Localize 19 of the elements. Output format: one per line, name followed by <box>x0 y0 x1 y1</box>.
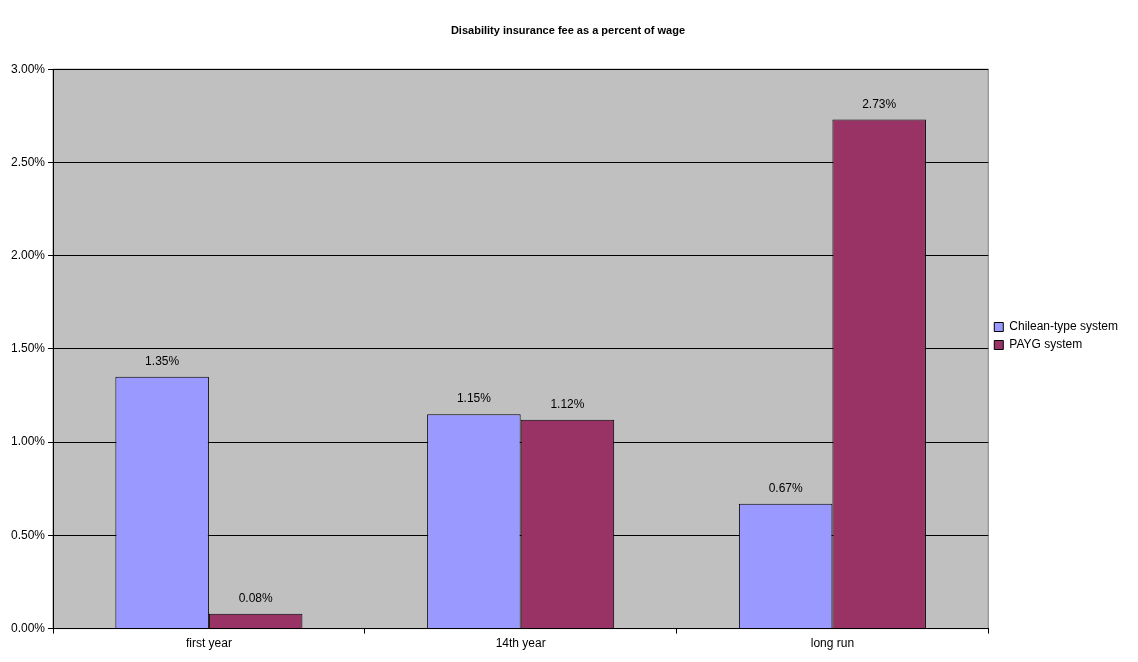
y-tick-label: 0.50% <box>10 527 46 542</box>
y-tick-label: 2.50% <box>10 154 46 169</box>
y-tick-label: 2.00% <box>10 247 46 262</box>
data-label: 1.35% <box>145 354 180 369</box>
data-label: 2.73% <box>862 96 897 111</box>
x-tick-label: 14th year <box>495 636 546 651</box>
data-label: 1.12% <box>550 397 585 412</box>
data-label: 1.15% <box>456 391 492 406</box>
y-tick-label: 1.50% <box>10 341 46 356</box>
x-tick-label: first year <box>185 636 232 651</box>
legend-label: Chilean-type system <box>1009 319 1119 334</box>
y-tick-label: 1.00% <box>10 434 46 449</box>
data-label: 0.67% <box>768 480 803 495</box>
y-tick-label: 0.00% <box>10 620 46 635</box>
legend-label: PAYG system <box>1009 337 1083 352</box>
y-tick-label: 3.00% <box>10 61 46 76</box>
data-label: 0.08% <box>238 591 274 605</box>
x-tick-label: long run <box>810 636 855 651</box>
chart-title: Disability insurance fee as a percent of wage <box>450 23 686 36</box>
